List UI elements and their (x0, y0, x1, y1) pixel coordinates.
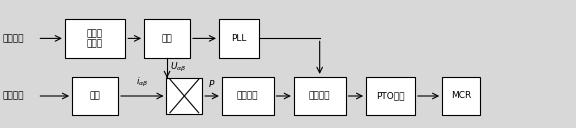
Text: 变换: 变换 (90, 92, 100, 100)
Text: $i_{\alpha\beta}$: $i_{\alpha\beta}$ (136, 76, 149, 89)
Bar (222, 77, 274, 115)
Bar (65, 19, 126, 58)
Text: 优化计算: 优化计算 (237, 92, 259, 100)
Text: MCR: MCR (450, 92, 471, 100)
Text: 变换: 变换 (162, 34, 172, 43)
Text: 三相电压: 三相电压 (3, 34, 24, 43)
Bar (219, 19, 259, 58)
Text: 同步延时: 同步延时 (309, 92, 331, 100)
Text: PLL: PLL (232, 34, 247, 43)
Bar (366, 77, 415, 115)
Text: $U_{\alpha\beta}$: $U_{\alpha\beta}$ (170, 61, 187, 74)
Text: $P$: $P$ (209, 78, 215, 89)
Bar (72, 77, 118, 115)
Text: 三相电流: 三相电流 (3, 92, 24, 100)
Bar (144, 19, 190, 58)
Bar (166, 78, 202, 114)
Bar (294, 77, 346, 115)
Text: PTO脉冲: PTO脉冲 (376, 92, 405, 100)
Bar (442, 77, 479, 115)
Text: 正序电
压提取: 正序电 压提取 (87, 29, 103, 48)
